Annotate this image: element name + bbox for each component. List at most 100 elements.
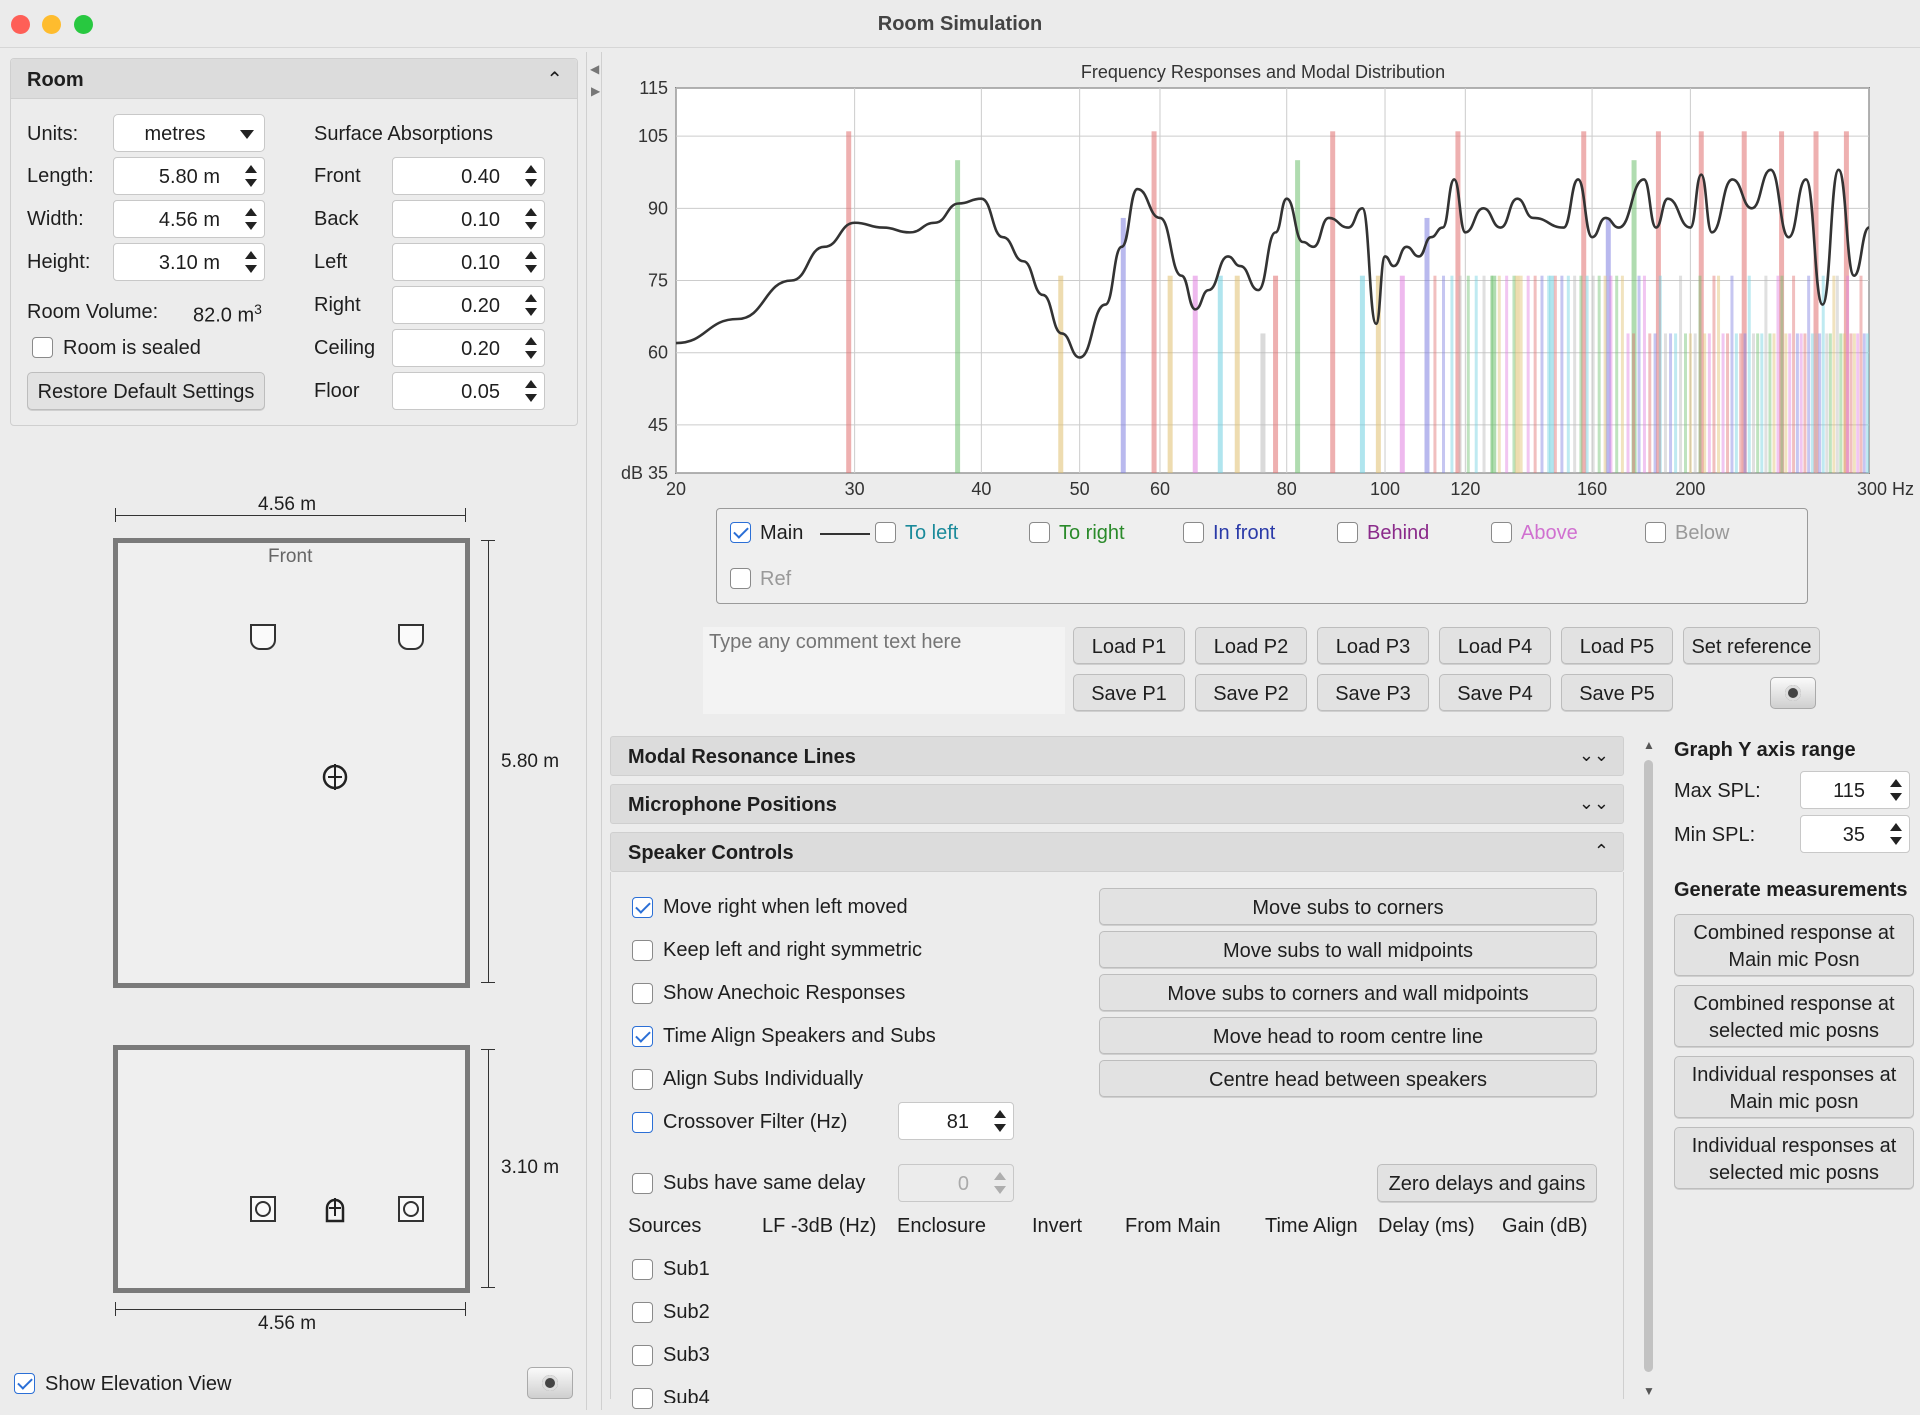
frequency-response-chart[interactable]: Frequency Responses and Modal Distributi…: [608, 52, 1920, 502]
absorption-spinbox[interactable]: 0.10: [392, 200, 545, 238]
save-p2-button[interactable]: Save P2: [1195, 674, 1307, 711]
legend-checkbox[interactable]: [730, 522, 751, 543]
stepper-arrows-icon[interactable]: [993, 1107, 1007, 1135]
max-spl-spinbox[interactable]: 115: [1800, 771, 1910, 809]
absorption-spinbox[interactable]: 0.10: [392, 243, 545, 281]
comment-textarea[interactable]: [703, 627, 1065, 714]
modal-resonance-section-header[interactable]: Modal Resonance Lines ⌄⌄: [610, 736, 1624, 776]
sub-checkbox[interactable]: [632, 1388, 653, 1409]
speaker-option-checkbox[interactable]: [632, 1112, 653, 1133]
legend-checkbox[interactable]: [1645, 522, 1666, 543]
length-spinbox[interactable]: 5.80 m: [113, 157, 265, 195]
expand-chevron-icon[interactable]: ⌄⌄: [1578, 745, 1609, 765]
stepper-arrows-icon[interactable]: [524, 334, 538, 362]
sub-checkbox[interactable]: [632, 1302, 653, 1323]
absorption-spinbox[interactable]: 0.40: [392, 157, 545, 195]
camera-icon[interactable]: [1770, 677, 1816, 709]
collapse-chevron-icon[interactable]: ⌃: [546, 69, 563, 91]
load-p4-button[interactable]: Load P4: [1439, 627, 1551, 664]
stepper-arrows-icon[interactable]: [244, 248, 258, 276]
speaker-action-button[interactable]: Move subs to wall midpoints: [1099, 931, 1597, 968]
stepper-arrows-icon[interactable]: [244, 162, 258, 190]
legend-checkbox[interactable]: [730, 568, 751, 589]
load-p1-button[interactable]: Load P1: [1073, 627, 1185, 664]
absorption-spinbox[interactable]: 0.20: [392, 286, 545, 324]
close-window-button[interactable]: [11, 15, 30, 34]
legend-checkbox[interactable]: [875, 522, 896, 543]
generate-measurement-button[interactable]: Individual responses at selected mic posn…: [1674, 1127, 1914, 1189]
generate-measurement-button[interactable]: Combined response at selected mic posns: [1674, 985, 1914, 1047]
room-sealed-checkbox[interactable]: [32, 337, 53, 358]
listener-head-elevation-icon[interactable]: [320, 1194, 350, 1224]
camera-icon[interactable]: [527, 1367, 573, 1399]
left-speaker-icon[interactable]: [250, 624, 276, 650]
collapse-chevron-icon[interactable]: ⌃: [1593, 841, 1609, 861]
scroll-up-icon[interactable]: ▲: [1643, 738, 1655, 752]
modal-line: [1482, 275, 1486, 473]
height-spinbox[interactable]: 3.10 m: [113, 243, 265, 281]
subs-same-delay-checkbox[interactable]: [632, 1173, 653, 1194]
save-p3-button[interactable]: Save P3: [1317, 674, 1429, 711]
listener-head-icon[interactable]: [320, 762, 350, 792]
min-spl-spinbox[interactable]: 35: [1800, 815, 1910, 853]
legend-checkbox[interactable]: [1029, 522, 1050, 543]
speaker-option-checkbox[interactable]: [632, 1026, 653, 1047]
save-p1-button[interactable]: Save P1: [1073, 674, 1185, 711]
set-reference-button[interactable]: Set reference: [1683, 627, 1820, 664]
speaker-action-button[interactable]: Centre head between speakers: [1099, 1060, 1597, 1097]
show-elevation-checkbox[interactable]: [14, 1373, 35, 1394]
sub-checkbox[interactable]: [632, 1345, 653, 1366]
speaker-action-button[interactable]: Move subs to corners: [1099, 888, 1597, 925]
stepper-arrows-icon[interactable]: [1889, 820, 1903, 848]
zero-delays-gains-button[interactable]: Zero delays and gains: [1377, 1164, 1597, 1202]
speaker-option-checkbox[interactable]: [632, 1069, 653, 1090]
load-p2-button[interactable]: Load P2: [1195, 627, 1307, 664]
speaker-action-button[interactable]: Move head to room centre line: [1099, 1017, 1597, 1054]
stepper-arrows-icon[interactable]: [524, 162, 538, 190]
speaker-action-button[interactable]: Move subs to corners and wall midpoints: [1099, 974, 1597, 1011]
microphone-positions-section-header[interactable]: Microphone Positions ⌄⌄: [610, 784, 1624, 824]
legend-checkbox[interactable]: [1183, 522, 1204, 543]
width-spinbox[interactable]: 4.56 m: [113, 200, 265, 238]
speaker-option-checkbox[interactable]: [632, 940, 653, 961]
legend-checkbox[interactable]: [1337, 522, 1358, 543]
scroll-down-icon[interactable]: ▼: [1643, 1384, 1655, 1398]
save-p5-button[interactable]: Save P5: [1561, 674, 1673, 711]
crossover-spinbox[interactable]: 81: [898, 1102, 1014, 1140]
save-p4-button[interactable]: Save P4: [1439, 674, 1551, 711]
generate-measurement-button[interactable]: Combined response at Main mic Posn: [1674, 914, 1914, 976]
zoom-window-button[interactable]: [74, 15, 93, 34]
speaker-option-checkbox[interactable]: [632, 983, 653, 1004]
room-panel-header[interactable]: Room ⌃: [11, 59, 577, 99]
room-plan-view[interactable]: [113, 538, 470, 988]
units-dropdown[interactable]: metres: [113, 114, 265, 152]
sub-checkbox[interactable]: [632, 1259, 653, 1280]
scrollbar[interactable]: ▲ ▼: [1641, 738, 1657, 1398]
scrollbar-thumb[interactable]: [1644, 760, 1653, 1372]
expand-chevron-icon[interactable]: ⌄⌄: [1578, 793, 1609, 813]
absorption-spinbox[interactable]: 0.05: [392, 372, 545, 410]
stepper-arrows-icon[interactable]: [1889, 776, 1903, 804]
generate-measurement-button[interactable]: Individual responses at Main mic posn: [1674, 1056, 1914, 1118]
left-speaker-elevation-icon[interactable]: [250, 1196, 276, 1222]
absorption-spinbox[interactable]: 0.20: [392, 329, 545, 367]
stepper-arrows-icon[interactable]: [524, 205, 538, 233]
right-speaker-elevation-icon[interactable]: [398, 1196, 424, 1222]
stepper-arrows-icon[interactable]: [524, 377, 538, 405]
splitter-handle[interactable]: ◀ ▶: [586, 52, 602, 1410]
restore-defaults-button[interactable]: Restore Default Settings: [27, 372, 265, 410]
minimize-window-button[interactable]: [42, 15, 61, 34]
stepper-arrows-icon[interactable]: [524, 291, 538, 319]
collapse-left-icon[interactable]: ◀: [590, 62, 600, 76]
stepper-arrows-icon[interactable]: [524, 248, 538, 276]
right-speaker-icon[interactable]: [398, 624, 424, 650]
room-elevation-view[interactable]: [113, 1045, 470, 1293]
load-p5-button[interactable]: Load P5: [1561, 627, 1673, 664]
modal-line: [1626, 333, 1630, 473]
speaker-option-checkbox[interactable]: [632, 897, 653, 918]
speaker-controls-section-header[interactable]: Speaker Controls ⌃: [610, 832, 1624, 872]
expand-right-icon[interactable]: ▶: [591, 84, 601, 98]
load-p3-button[interactable]: Load P3: [1317, 627, 1429, 664]
stepper-arrows-icon[interactable]: [244, 205, 258, 233]
legend-checkbox[interactable]: [1491, 522, 1512, 543]
